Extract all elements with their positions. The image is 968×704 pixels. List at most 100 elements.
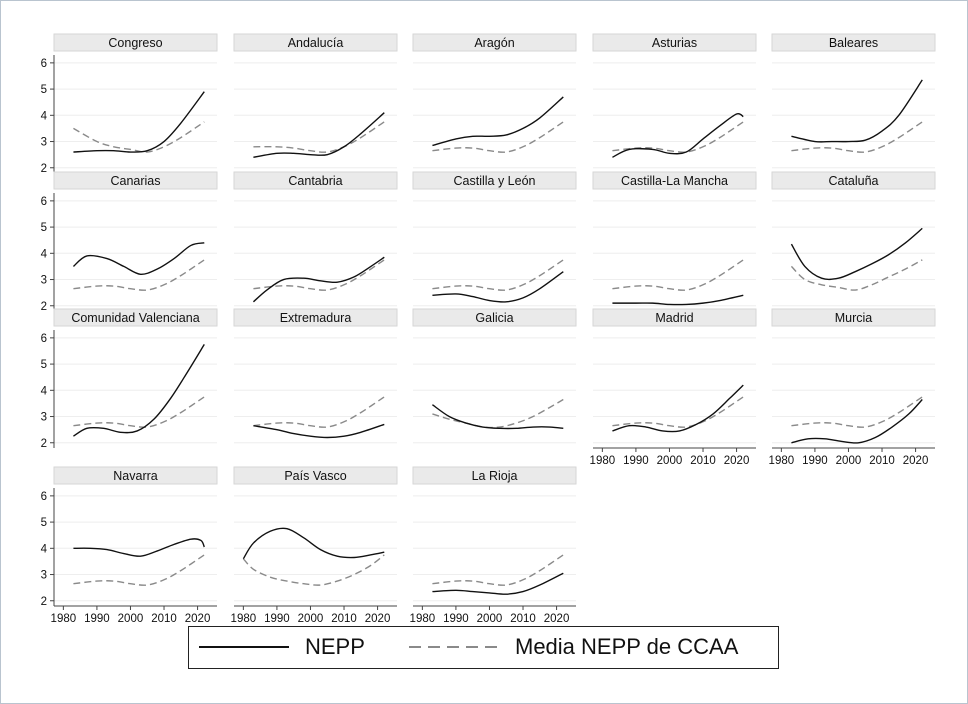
- series-nepp-cataluna: [790, 227, 923, 281]
- x-tick-label: 1990: [802, 455, 828, 467]
- y-tick-label: 2: [41, 163, 47, 175]
- panel-header-cantabria: [233, 171, 398, 190]
- x-tick-label: 1990: [264, 613, 290, 625]
- legend-line-media: [409, 646, 499, 648]
- panel-andalucia: Andalucía: [233, 33, 398, 169]
- x-tick-label: 2010: [690, 455, 716, 467]
- panel-header-la-rioja: [412, 466, 577, 485]
- series-media-galicia: [432, 398, 564, 429]
- series-media-cataluna: [790, 259, 923, 291]
- y-tick-label: 6: [41, 196, 47, 208]
- x-tick-label: 1980: [410, 613, 436, 625]
- panel-baleares: Baleares: [771, 33, 936, 169]
- panel-title-galicia: Galicia: [475, 311, 513, 325]
- panel-header-extremadura: [233, 308, 398, 327]
- series-nepp-extremadura: [253, 423, 385, 439]
- panel-title-la-rioja: La Rioja: [472, 469, 518, 483]
- x-tick-label: 2020: [185, 613, 211, 625]
- y-tick-label: 3: [41, 137, 47, 149]
- y-tick-label: 2: [41, 596, 47, 608]
- x-tick-label: 1990: [443, 613, 469, 625]
- panel-extremadura: Extremadura: [233, 308, 398, 444]
- series-nepp-baleares: [791, 79, 923, 143]
- panel-navarra: Navarra 2 3 4 5 6 1980 1990 2000 2010 2020: [41, 466, 218, 625]
- series-nepp-castilla-y-leon: [432, 271, 564, 303]
- series-nepp-navarra: [73, 538, 205, 557]
- panel-header-aragon: [412, 33, 577, 52]
- panel-header-castilla-y-leon: [412, 171, 577, 190]
- x-tick-label: 1990: [84, 613, 110, 625]
- panel-castilla-la-mancha: Castilla-La Mancha: [592, 171, 757, 307]
- panel-header-pais-vasco: [233, 466, 398, 485]
- y-tick-label: 4: [41, 385, 48, 397]
- series-nepp-pais-vasco: [242, 527, 385, 560]
- x-tick-label: 2010: [869, 455, 895, 467]
- y-tick-label: 5: [41, 84, 47, 96]
- panel-comunidad-valenciana: Comunidad Valenciana 2 3 4 5 6: [41, 308, 218, 450]
- x-tick-label: 2010: [151, 613, 177, 625]
- x-tick-label: 2000: [836, 455, 862, 467]
- x-tick-label: 2000: [477, 613, 503, 625]
- x-tick-label: 1980: [51, 613, 77, 625]
- series-media-la-rioja: [432, 554, 564, 586]
- panel-title-extremadura: Extremadura: [280, 311, 352, 325]
- panel-header-comunidad-valenciana: [53, 308, 218, 327]
- panel-title-murcia: Murcia: [835, 311, 873, 325]
- panel-title-madrid: Madrid: [655, 311, 693, 325]
- panel-title-asturias: Asturias: [652, 36, 697, 50]
- panel-congreso: Congreso 2 3 4 5 6: [41, 33, 218, 175]
- series-media-murcia: [791, 396, 923, 428]
- panel-header-canarias: [53, 171, 218, 190]
- panel-cantabria: Cantabria: [233, 171, 398, 307]
- panel-castilla-y-leon: Castilla y León: [412, 171, 577, 307]
- y-tick-label: 5: [41, 359, 47, 371]
- y-tick-label: 6: [41, 491, 47, 503]
- y-tick-label: 4: [41, 110, 48, 122]
- panel-header-galicia: [412, 308, 577, 327]
- panel-header-madrid: [592, 308, 757, 327]
- panel-header-baleares: [771, 33, 936, 52]
- panel-header-andalucia: [233, 33, 398, 52]
- panel-canarias: Canarias 2 3 4 5 6: [41, 171, 218, 313]
- panel-cataluna: Cataluña: [771, 171, 936, 307]
- panel-title-comunidad-valenciana: Comunidad Valenciana: [71, 311, 199, 325]
- x-tick-label: 2020: [724, 455, 750, 467]
- panel-title-cantabria: Cantabria: [288, 174, 342, 188]
- panel-header-asturias: [592, 33, 757, 52]
- series-nepp-asturias: [612, 112, 744, 158]
- series-media-castilla-la-mancha: [612, 259, 744, 291]
- x-tick-label: 2010: [331, 613, 357, 625]
- panel-galicia: Galicia: [412, 308, 577, 444]
- series-nepp-aragon: [432, 96, 564, 147]
- panel-la-rioja: La Rioja 1980 1990 2000 2010 2020: [410, 466, 577, 625]
- y-tick-label: 5: [41, 517, 47, 529]
- series-nepp-castilla-la-mancha: [612, 294, 744, 306]
- series-nepp-galicia: [432, 404, 564, 430]
- panel-title-congreso: Congreso: [108, 36, 162, 50]
- panel-header-murcia: [771, 308, 936, 327]
- y-tick-label: 4: [41, 543, 48, 555]
- panel-title-cataluna: Cataluña: [828, 174, 878, 188]
- series-media-navarra: [73, 554, 205, 586]
- legend-label-media: Media NEPP de CCAA: [515, 634, 739, 659]
- series-media-baleares: [791, 121, 923, 153]
- panel-header-castilla-la-mancha: [592, 171, 757, 190]
- series-nepp-murcia: [791, 399, 923, 444]
- panel-asturias: Asturias: [592, 33, 757, 169]
- series-media-castilla-y-leon: [432, 259, 564, 291]
- panel-header-navarra: [53, 466, 218, 485]
- panel-murcia: Murcia 1980 1990 2000 2010 2020: [769, 308, 936, 467]
- legend-item-nepp: NEPP: [199, 627, 365, 667]
- series-media-madrid: [612, 396, 744, 428]
- series-nepp-la-rioja: [432, 572, 564, 595]
- y-tick-label: 6: [41, 333, 47, 345]
- x-tick-label: 2020: [544, 613, 570, 625]
- series-nepp-cantabria: [252, 256, 385, 303]
- y-tick-label: 5: [41, 222, 47, 234]
- series-nepp-canarias: [72, 242, 205, 275]
- series-nepp-andalucia: [253, 112, 385, 158]
- x-tick-label: 1980: [231, 613, 257, 625]
- series-media-canarias: [73, 259, 205, 291]
